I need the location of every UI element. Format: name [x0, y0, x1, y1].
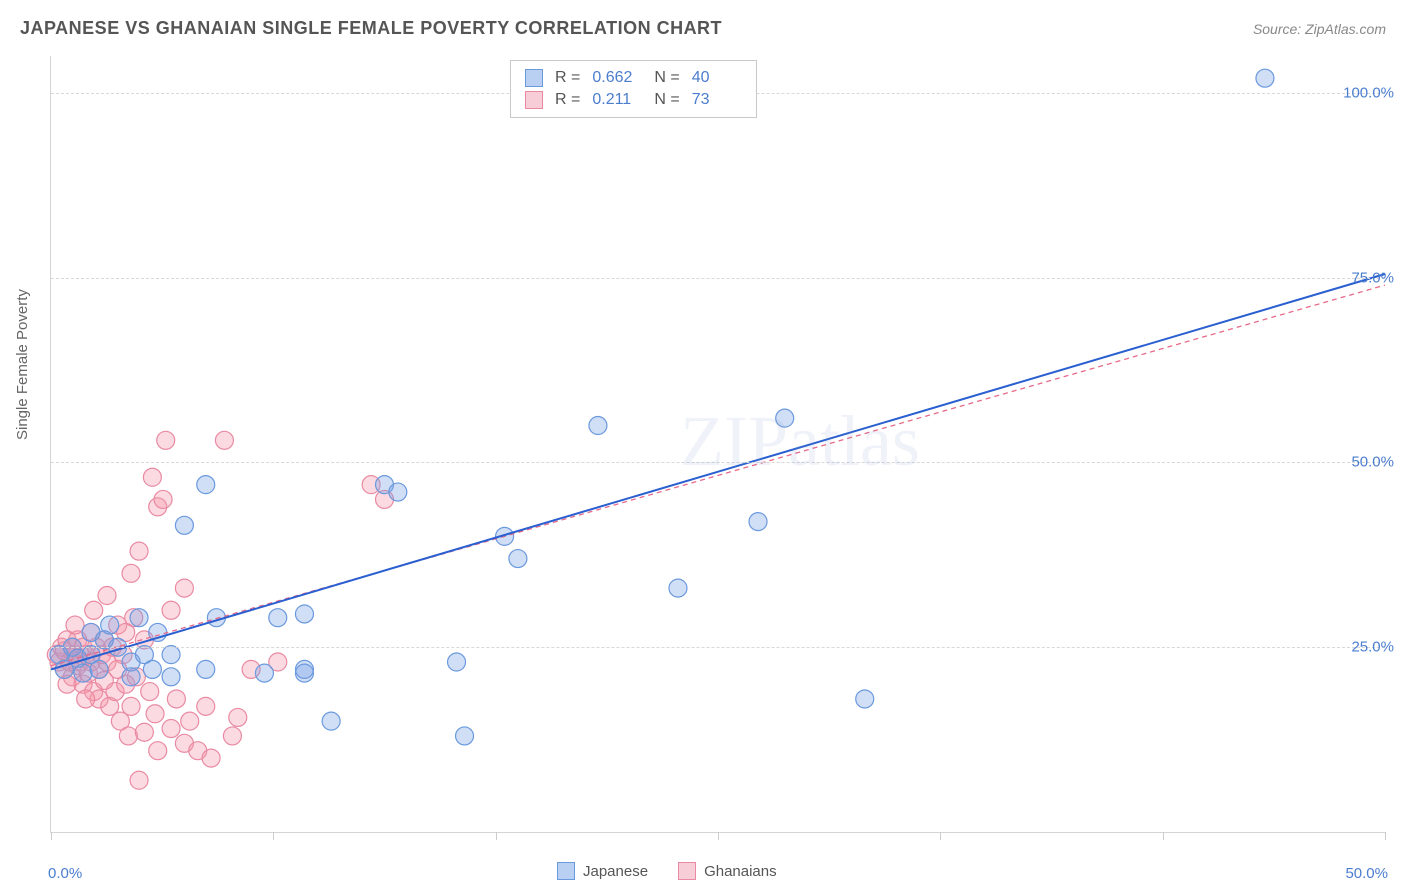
x-tick [496, 832, 497, 840]
r-label: R = [555, 69, 580, 87]
data-point [130, 542, 148, 560]
trend-line [51, 274, 1385, 669]
x-tick [1385, 832, 1386, 840]
data-point [167, 690, 185, 708]
data-point [90, 660, 108, 678]
data-point [255, 664, 273, 682]
n-value-japanese: 40 [692, 69, 742, 87]
r-label: R = [555, 91, 580, 109]
n-label: N = [654, 91, 679, 109]
n-label: N = [654, 69, 679, 87]
x-tick [273, 832, 274, 840]
legend-item-japanese: Japanese [557, 862, 648, 880]
legend-swatch-ghanaians [678, 862, 696, 880]
swatch-japanese [525, 69, 543, 87]
data-point [141, 683, 159, 701]
data-point [162, 668, 180, 686]
gridline-h [51, 647, 1385, 648]
gridline-h [51, 462, 1385, 463]
data-point [197, 697, 215, 715]
data-point [143, 468, 161, 486]
data-point [269, 609, 287, 627]
data-point [162, 720, 180, 738]
legend-label-ghanaians: Ghanaians [704, 863, 777, 880]
swatch-ghanaians [525, 91, 543, 109]
gridline-h [51, 278, 1385, 279]
series-legend: Japanese Ghanaians [557, 862, 777, 880]
data-point [85, 601, 103, 619]
data-point [197, 660, 215, 678]
data-point [669, 579, 687, 597]
x-tick [1163, 832, 1164, 840]
data-point [74, 664, 92, 682]
data-point [181, 712, 199, 730]
plot-area [50, 56, 1385, 833]
data-point [162, 646, 180, 664]
y-axis-label: Single Female Poverty [14, 289, 31, 440]
data-point [295, 664, 313, 682]
x-tick [718, 832, 719, 840]
data-point [223, 727, 241, 745]
legend-swatch-japanese [557, 862, 575, 880]
data-point [135, 723, 153, 741]
chart-source: Source: ZipAtlas.com [1253, 21, 1386, 37]
data-point [175, 516, 193, 534]
y-tick-label: 75.0% [1351, 269, 1394, 286]
data-point [197, 476, 215, 494]
data-point [776, 409, 794, 427]
stats-legend-box: R = 0.662 N = 40 R = 0.211 N = 73 [510, 60, 757, 118]
n-value-ghanaians: 73 [692, 91, 742, 109]
data-point [215, 431, 233, 449]
data-point [130, 771, 148, 789]
data-point [1256, 69, 1274, 87]
trend-line [51, 285, 1385, 666]
r-value-ghanaians: 0.211 [592, 91, 642, 109]
y-tick-label: 25.0% [1351, 639, 1394, 656]
data-point [509, 550, 527, 568]
x-tick-label-min: 0.0% [48, 865, 82, 882]
data-point [202, 749, 220, 767]
data-point [130, 609, 148, 627]
stats-row-japanese: R = 0.662 N = 40 [525, 67, 742, 89]
data-point [175, 579, 193, 597]
data-point [77, 690, 95, 708]
data-point [448, 653, 466, 671]
data-point [157, 431, 175, 449]
data-point [856, 690, 874, 708]
data-point [122, 564, 140, 582]
scatter-svg [51, 56, 1385, 832]
data-point [119, 727, 137, 745]
data-point [98, 587, 116, 605]
r-value-japanese: 0.662 [592, 69, 642, 87]
legend-item-ghanaians: Ghanaians [678, 862, 777, 880]
data-point [122, 668, 140, 686]
data-point [101, 616, 119, 634]
data-point [66, 616, 84, 634]
data-point [456, 727, 474, 745]
chart-header: JAPANESE VS GHANAIAN SINGLE FEMALE POVER… [20, 18, 1386, 39]
stats-row-ghanaians: R = 0.211 N = 73 [525, 89, 742, 111]
data-point [146, 705, 164, 723]
data-point [589, 417, 607, 435]
legend-label-japanese: Japanese [583, 863, 648, 880]
data-point [295, 605, 313, 623]
data-point [162, 601, 180, 619]
x-tick [940, 832, 941, 840]
x-tick [51, 832, 52, 840]
x-tick-label-max: 50.0% [1345, 865, 1388, 882]
data-point [322, 712, 340, 730]
data-point [229, 708, 247, 726]
data-point [154, 490, 172, 508]
data-point [749, 513, 767, 531]
data-point [149, 742, 167, 760]
data-point [143, 660, 161, 678]
data-point [122, 697, 140, 715]
y-tick-label: 100.0% [1343, 84, 1394, 101]
chart-title: JAPANESE VS GHANAIAN SINGLE FEMALE POVER… [20, 18, 722, 39]
data-point [389, 483, 407, 501]
y-tick-label: 50.0% [1351, 454, 1394, 471]
